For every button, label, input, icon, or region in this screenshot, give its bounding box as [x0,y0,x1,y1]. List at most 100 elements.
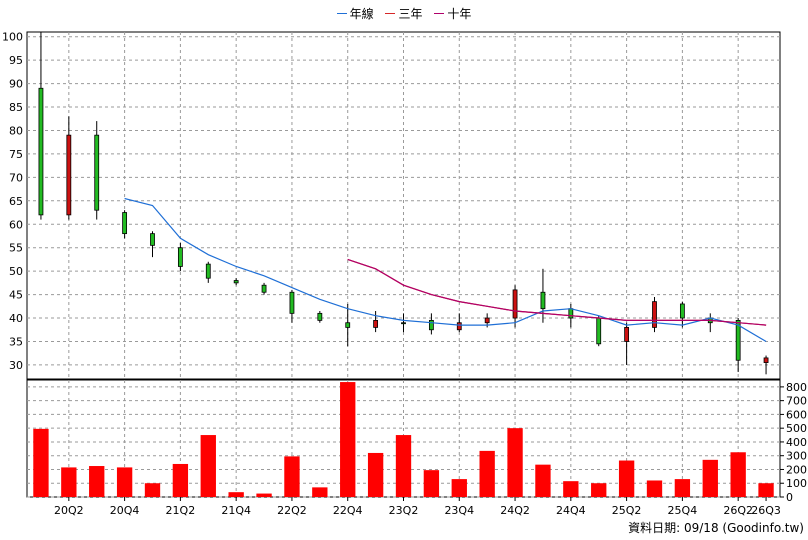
candle-body [345,322,351,328]
volume-bar [591,483,607,497]
candle-body [373,319,379,328]
volume-tick-label: 300 [786,450,807,463]
candle-body [484,317,490,324]
candle-body [735,319,741,361]
price-tick-label: 100 [2,31,23,44]
x-tick-label: 25Q2 [612,504,642,517]
volume-bar [144,483,161,497]
legend-swatch-three-year [385,13,396,14]
candle-body [233,280,239,284]
x-tick-label: 22Q4 [333,504,363,517]
candle-body [596,317,602,345]
volume-tick-label: 400 [786,436,807,449]
legend-label-annual: 年線 [349,7,374,21]
candle-body [624,327,630,342]
x-tick-label: 24Q2 [500,504,530,517]
price-tick-label: 45 [9,289,23,302]
volume-bar [674,479,691,497]
candle-body [205,263,211,279]
x-tick-label: 21Q4 [221,504,251,517]
price-tick-label: 60 [9,218,23,231]
price-tick-label: 55 [9,242,23,255]
candle-body [540,291,546,310]
candle-body [568,308,574,319]
price-tick-label: 95 [9,54,23,67]
x-tick-label: 25Q4 [668,504,698,517]
volume-bar [172,463,189,497]
price-tick-label: 30 [9,359,23,372]
volume-bar [116,467,133,497]
legend-item-annual-line: 年線 [336,5,374,22]
price-tick-label: 40 [9,312,23,325]
candle-body [177,247,183,267]
volume-bar [535,464,551,497]
volume-bar [228,492,244,497]
volume-bar [284,456,300,497]
x-tick-label: 23Q2 [389,504,419,517]
candle-body [456,322,462,331]
volume-tick-label: 200 [786,463,807,476]
price-tick-label: 85 [9,101,23,114]
volume-bar [312,487,328,497]
volume-tick-label: 800 [786,381,807,394]
volume-bar [702,459,718,497]
candle-body [261,284,267,293]
legend-item-ten-year-line: 十年 [434,5,471,22]
candle-body [289,291,295,314]
x-tick-label: 23Q4 [444,504,474,517]
x-tick-label: 22Q2 [277,504,307,517]
x-tick-label: 20Q2 [54,504,84,517]
price-tick-label: 65 [9,195,23,208]
volume-tick-label: 0 [786,491,793,504]
volume-bar [33,428,49,497]
x-tick-label: 26Q2 [723,504,753,517]
volume-bar [395,435,412,497]
candle-body [38,87,44,216]
price-tick-label: 90 [9,78,23,91]
volume-tick-label: 500 [786,422,807,435]
volume-bar [563,481,579,497]
candle-body [66,134,72,216]
volume-bar [479,450,495,497]
x-tick-label: 24Q4 [556,504,586,517]
moving-average-line [124,197,767,343]
candle-body [763,357,769,363]
candle-body [94,134,100,211]
volume-bar [423,470,440,497]
volume-bar [89,466,105,497]
x-tick-label: 21Q2 [166,504,196,517]
candle-body [652,301,657,328]
chart-legend: 年線 三年 十年 [0,5,808,22]
volume-tick-label: 600 [786,408,807,421]
price-tick-label: 75 [9,148,23,161]
price-tick-label: 50 [9,265,23,278]
price-tick-label: 70 [9,171,23,184]
candle-body [512,289,518,319]
legend-label-ten-year: 十年 [447,7,472,21]
volume-bar [367,452,384,497]
volume-tick-label: 100 [786,477,807,490]
volume-bar [507,428,523,497]
volume-bar [340,382,356,497]
volume-tick-label: 700 [786,395,807,408]
candle-body [150,233,155,246]
volume-bar [200,435,216,497]
data-date-note: 資料日期: 09/18 (Goodinfo.tw) [628,521,804,535]
volume-bar [758,483,774,497]
price-tick-label: 35 [9,335,23,348]
x-tick-label: 20Q4 [110,504,140,517]
candle-body [679,303,685,319]
volume-bar [451,479,467,497]
candle-body [401,322,406,325]
volume-bar [256,493,272,497]
legend-swatch-annual [336,13,347,14]
volume-bar [730,452,746,497]
volume-bar [618,460,635,497]
candle-body [317,312,323,321]
legend-swatch-ten-year [434,13,445,14]
volume-bar [646,480,663,497]
x-tick-label: 26Q3 [751,504,781,517]
price-tick-label: 80 [9,124,23,137]
candle-body [428,319,434,331]
